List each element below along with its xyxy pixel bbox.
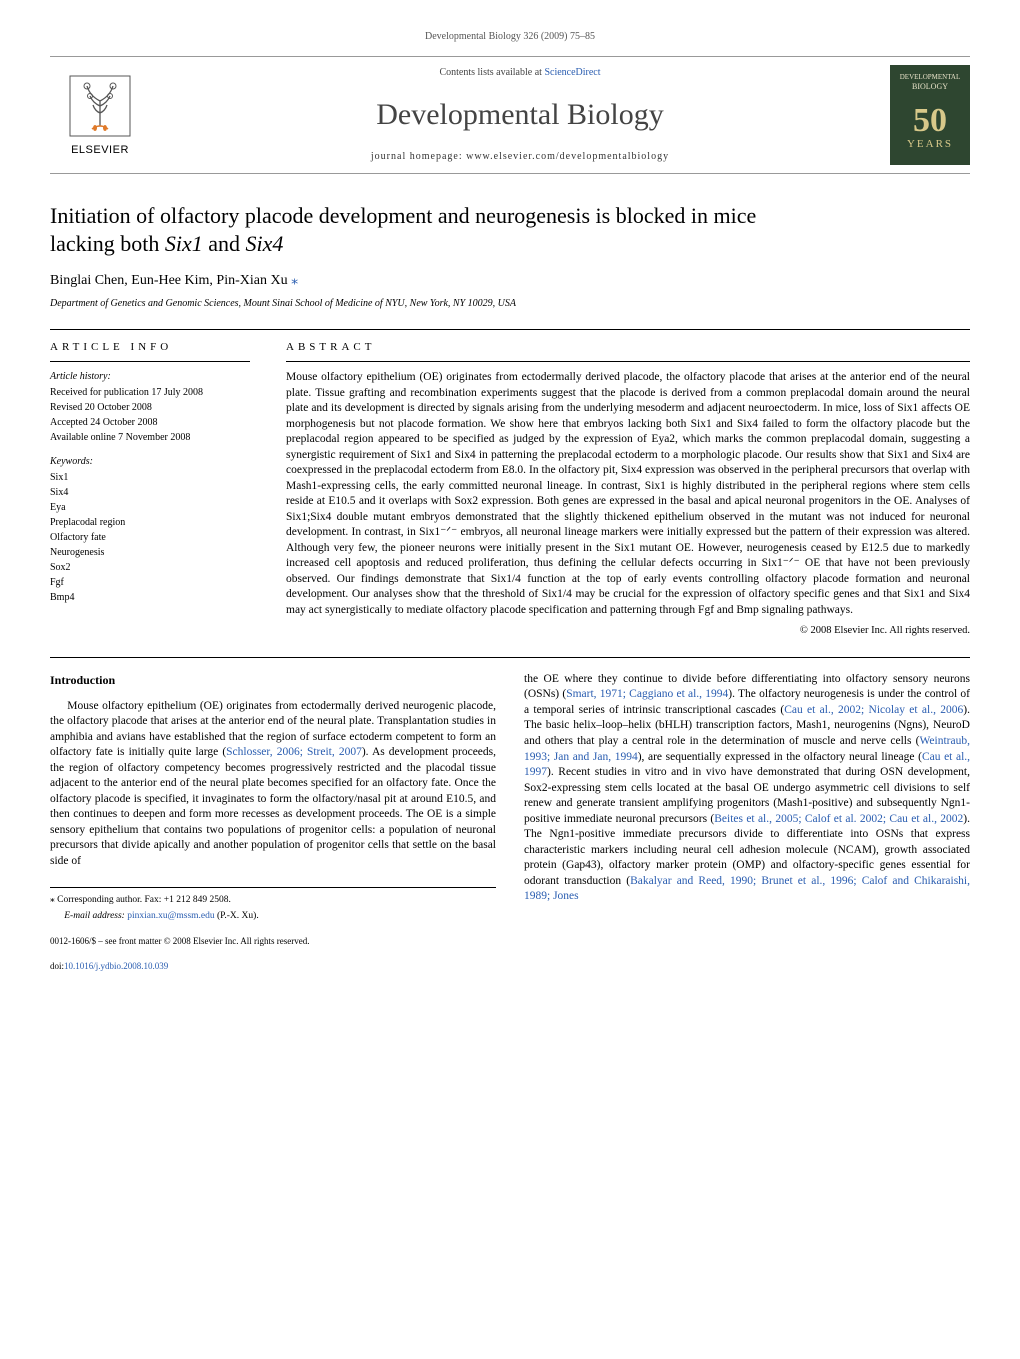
keyword: Eya — [50, 501, 250, 515]
article-info-column: ARTICLE INFO Article history: Received f… — [50, 340, 250, 639]
authors-text: Binglai Chen, Eun-Hee Kim, Pin-Xian Xu — [50, 273, 291, 288]
keyword: Bmp4 — [50, 591, 250, 605]
text-run: ), are sequentially expressed in the olf… — [638, 751, 922, 763]
article-meta-row: ARTICLE INFO Article history: Received f… — [50, 329, 970, 639]
keyword: Neurogenesis — [50, 546, 250, 560]
journal-homepage-line: journal homepage: www.elsevier.com/devel… — [150, 150, 890, 164]
body-column-right: the OE where they continue to divide bef… — [524, 672, 970, 972]
history-item: Revised 20 October 2008 — [50, 401, 250, 415]
history-item: Received for publication 17 July 2008 — [50, 386, 250, 400]
homepage-prefix: journal homepage: — [371, 151, 466, 162]
article-title: Initiation of olfactory placode developm… — [50, 202, 970, 257]
divider — [50, 361, 250, 362]
title-line2a: lacking both — [50, 231, 165, 256]
divider — [50, 657, 970, 658]
divider — [286, 361, 970, 362]
corresponding-star-icon: ⁎ — [291, 273, 298, 288]
email-footnote: E-mail address: pinxian.xu@mssm.edu (P.-… — [50, 910, 496, 923]
keyword: Fgf — [50, 576, 250, 590]
email-link[interactable]: pinxian.xu@mssm.edu — [127, 911, 214, 921]
footnotes-block: ⁎ Corresponding author. Fax: +1 212 849 … — [50, 887, 496, 923]
article-history-label: Article history: — [50, 370, 250, 384]
cover-years-num: 50 — [913, 102, 947, 139]
elsevier-wordmark: ELSEVIER — [71, 143, 129, 158]
doi-label: doi: — [50, 961, 64, 971]
keyword: Sox2 — [50, 561, 250, 575]
keyword: Olfactory fate — [50, 531, 250, 545]
doi-line: doi:10.1016/j.ydbio.2008.10.039 — [50, 960, 496, 973]
journal-name: Developmental Biology — [150, 94, 890, 136]
body-two-column: Introduction Mouse olfactory epithelium … — [50, 672, 970, 972]
abstract-column: ABSTRACT Mouse olfactory epithelium (OE)… — [286, 340, 970, 639]
abstract-text: Mouse olfactory epithelium (OE) originat… — [286, 370, 970, 618]
citation-link[interactable]: Smart, 1971; Caggiano et al., 1994 — [566, 688, 728, 700]
copyright-line: © 2008 Elsevier Inc. All rights reserved… — [286, 624, 970, 639]
title-line2c: and — [203, 231, 246, 256]
author-list: Binglai Chen, Eun-Hee Kim, Pin-Xian Xu ⁎ — [50, 271, 970, 291]
front-matter-line: 0012-1606/$ – see front matter © 2008 El… — [50, 935, 496, 948]
title-line1: Initiation of olfactory placode developm… — [50, 203, 756, 228]
email-label: E-mail address: — [64, 911, 127, 921]
homepage-url[interactable]: www.elsevier.com/developmentalbiology — [466, 151, 669, 162]
citation-link[interactable]: Beites et al., 2005; Calof et al. 2002; … — [714, 813, 963, 825]
keyword: Six1 — [50, 471, 250, 485]
introduction-heading: Introduction — [50, 672, 496, 689]
article-info-heading: ARTICLE INFO — [50, 340, 250, 355]
keywords-label: Keywords: — [50, 455, 250, 469]
sciencedirect-link[interactable]: ScienceDirect — [544, 67, 600, 78]
journal-title-block: Contents lists available at ScienceDirec… — [150, 66, 890, 164]
body-column-left: Introduction Mouse olfactory epithelium … — [50, 672, 496, 972]
journal-header-bar: ELSEVIER Contents lists available at Sci… — [50, 56, 970, 174]
doi-link[interactable]: 10.1016/j.ydbio.2008.10.039 — [64, 961, 168, 971]
text-run: ). As development proceeds, the region o… — [50, 746, 496, 867]
keyword: Preplacodal region — [50, 516, 250, 530]
journal-cover-thumbnail: DEVELOPMENTAL BIOLOGY 50 YEARS — [890, 65, 970, 165]
cover-years-word: YEARS — [907, 138, 953, 150]
history-item: Accepted 24 October 2008 — [50, 416, 250, 430]
title-gene2: Six4 — [246, 231, 284, 256]
elsevier-logo: ELSEVIER — [50, 71, 150, 158]
corresponding-author-footnote: ⁎ Corresponding author. Fax: +1 212 849 … — [50, 894, 496, 907]
abstract-heading: ABSTRACT — [286, 340, 970, 355]
keyword: Six4 — [50, 486, 250, 500]
contents-prefix: Contents lists available at — [439, 67, 544, 78]
intro-paragraph-continued: the OE where they continue to divide bef… — [524, 672, 970, 905]
running-header: Developmental Biology 326 (2009) 75–85 — [50, 30, 970, 44]
citation-link[interactable]: Schlosser, 2006; Streit, 2007 — [226, 746, 362, 758]
cover-title-l2: BIOLOGY — [912, 82, 948, 91]
contents-available-line: Contents lists available at ScienceDirec… — [150, 66, 890, 80]
affiliation: Department of Genetics and Genomic Scien… — [50, 297, 970, 311]
elsevier-tree-icon — [65, 71, 135, 141]
intro-paragraph: Mouse olfactory epithelium (OE) originat… — [50, 699, 496, 870]
history-item: Available online 7 November 2008 — [50, 431, 250, 445]
citation-link[interactable]: Cau et al., 2002; Nicolay et al., 2006 — [784, 704, 963, 716]
email-tail: (P.-X. Xu). — [215, 911, 259, 921]
cover-title-l1: DEVELOPMENTAL — [900, 73, 961, 81]
title-gene1: Six1 — [165, 231, 203, 256]
